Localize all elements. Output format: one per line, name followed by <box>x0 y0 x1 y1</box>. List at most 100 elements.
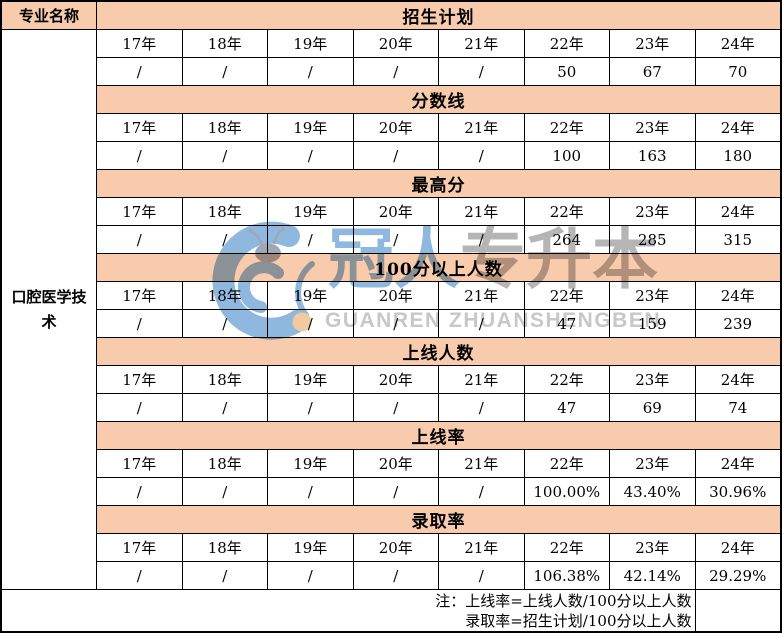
section-header-above-line-count: 上线人数 <box>97 338 780 365</box>
year-cell: 20年 <box>353 198 438 225</box>
value-cell: / <box>353 562 438 589</box>
year-cell: 23年 <box>610 366 695 393</box>
year-cell: 18年 <box>182 450 267 477</box>
year-cell: 17年 <box>97 366 182 393</box>
year-cell: 17年 <box>97 534 182 561</box>
year-cell: 21年 <box>439 114 524 141</box>
year-cell: 24年 <box>695 282 780 309</box>
footnote-line-1: 注：上线率=上线人数/100分以上人数 <box>435 591 692 610</box>
value-cell: 29.29% <box>695 562 780 589</box>
year-cell: 23年 <box>610 198 695 225</box>
year-cell: 24年 <box>695 30 780 57</box>
year-cell: 22年 <box>524 114 609 141</box>
year-cell: 23年 <box>610 450 695 477</box>
footnote-empty-cell <box>695 590 780 631</box>
value-cell: 106.38% <box>524 562 609 589</box>
value-cell: / <box>268 562 353 589</box>
year-cell: 18年 <box>182 534 267 561</box>
footnote: 注：上线率=上线人数/100分以上人数 录取率=招生计划/100分以上人数 <box>2 590 695 631</box>
year-cell: 18年 <box>182 366 267 393</box>
year-cell: 21年 <box>439 450 524 477</box>
value-cell: 67 <box>610 58 695 85</box>
year-cell: 20年 <box>353 450 438 477</box>
value-cell: / <box>353 58 438 85</box>
year-cell: 24年 <box>695 114 780 141</box>
year-cell: 22年 <box>524 450 609 477</box>
value-cell: / <box>182 394 267 421</box>
value-cell: 315 <box>695 226 780 253</box>
section-header-above-line-rate: 上线率 <box>97 422 780 449</box>
value-cell: / <box>439 226 524 253</box>
year-cell: 21年 <box>439 30 524 57</box>
value-cell: 159 <box>610 310 695 337</box>
year-cell: 20年 <box>353 30 438 57</box>
value-cell: / <box>353 310 438 337</box>
year-cell: 23年 <box>610 30 695 57</box>
value-cell: 180 <box>695 142 780 169</box>
year-cell: 22年 <box>524 30 609 57</box>
value-cell: / <box>97 562 182 589</box>
value-cell: / <box>439 394 524 421</box>
year-cell: 22年 <box>524 366 609 393</box>
major-name-column-header: 专业名称 <box>2 2 96 29</box>
value-cell: 69 <box>610 394 695 421</box>
year-cell: 23年 <box>610 282 695 309</box>
year-cell: 24年 <box>695 450 780 477</box>
value-cell: / <box>182 310 267 337</box>
year-cell: 21年 <box>439 366 524 393</box>
year-cell: 17年 <box>97 450 182 477</box>
year-cell: 19年 <box>268 366 353 393</box>
value-cell: 74 <box>695 394 780 421</box>
value-cell: / <box>182 226 267 253</box>
value-cell: / <box>182 478 267 505</box>
value-cell: / <box>97 58 182 85</box>
year-cell: 24年 <box>695 366 780 393</box>
year-cell: 20年 <box>353 366 438 393</box>
value-cell: / <box>182 142 267 169</box>
year-cell: 17年 <box>97 114 182 141</box>
section-header-highest-score: 最高分 <box>97 170 780 197</box>
year-cell: 19年 <box>268 114 353 141</box>
value-cell: 50 <box>524 58 609 85</box>
year-cell: 19年 <box>268 534 353 561</box>
section-header-admission-rate: 录取率 <box>97 506 780 533</box>
value-cell: / <box>182 562 267 589</box>
value-cell: 285 <box>610 226 695 253</box>
value-cell: / <box>268 142 353 169</box>
year-cell: 22年 <box>524 534 609 561</box>
value-cell: / <box>353 394 438 421</box>
year-cell: 17年 <box>97 282 182 309</box>
value-cell: 70 <box>695 58 780 85</box>
value-cell: / <box>97 478 182 505</box>
value-cell: 100 <box>524 142 609 169</box>
year-cell: 21年 <box>439 198 524 225</box>
value-cell: / <box>353 478 438 505</box>
year-cell: 23年 <box>610 114 695 141</box>
value-cell: 264 <box>524 226 609 253</box>
year-cell: 20年 <box>353 534 438 561</box>
value-cell: / <box>97 142 182 169</box>
value-cell: / <box>439 58 524 85</box>
year-cell: 19年 <box>268 198 353 225</box>
year-cell: 20年 <box>353 114 438 141</box>
year-cell: 17年 <box>97 30 182 57</box>
year-cell: 18年 <box>182 30 267 57</box>
value-cell: / <box>439 310 524 337</box>
value-cell: / <box>353 226 438 253</box>
value-cell: 239 <box>695 310 780 337</box>
value-cell: 30.96% <box>695 478 780 505</box>
year-cell: 20年 <box>353 282 438 309</box>
year-cell: 23年 <box>610 534 695 561</box>
year-cell: 18年 <box>182 198 267 225</box>
value-cell: 47 <box>524 310 609 337</box>
year-cell: 21年 <box>439 534 524 561</box>
value-cell: / <box>268 478 353 505</box>
year-cell: 22年 <box>524 282 609 309</box>
value-cell: 42.14% <box>610 562 695 589</box>
year-cell: 17年 <box>97 198 182 225</box>
year-cell: 18年 <box>182 282 267 309</box>
value-cell: / <box>268 58 353 85</box>
value-cell: 43.40% <box>610 478 695 505</box>
